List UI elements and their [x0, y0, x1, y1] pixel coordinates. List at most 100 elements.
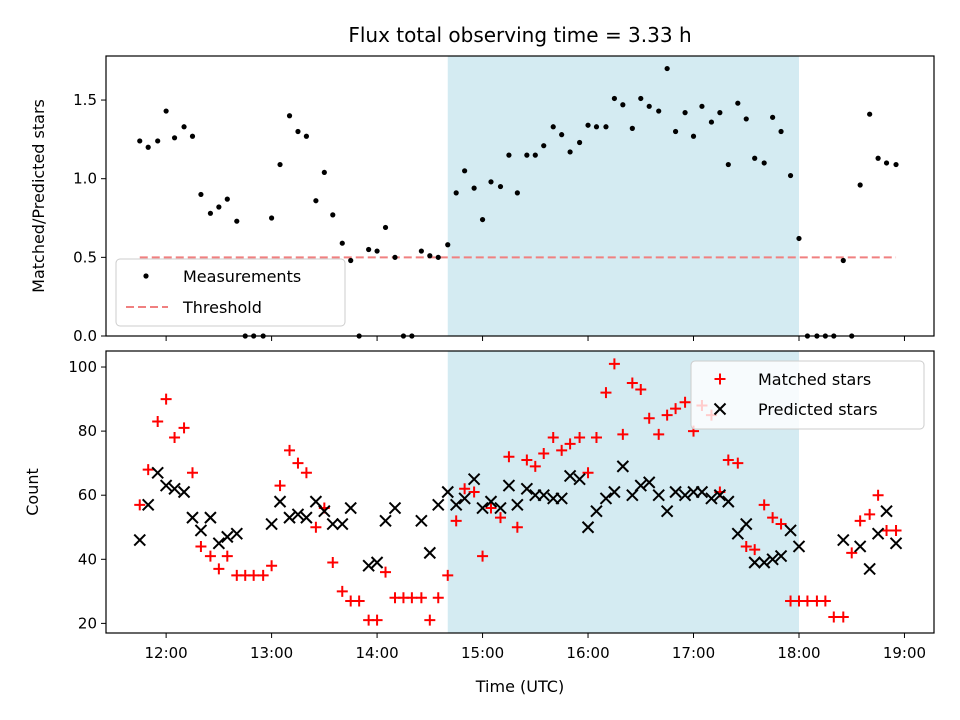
predicted-star-point: [748, 556, 761, 569]
x-tick-label: 17:00: [672, 644, 715, 662]
bottom-y-tick-label: 20: [78, 614, 97, 632]
top-panel: 0.0 0.5 1.0 1.5 Flux total observing time =…: [29, 23, 935, 345]
matched-star-point: [195, 540, 207, 552]
measurement-point: [145, 144, 151, 150]
matched-star-point: [494, 512, 506, 524]
predicted-star-point: [880, 505, 893, 518]
measurement-point: [778, 128, 784, 135]
measurement-point: [277, 161, 283, 168]
measurement-point: [875, 155, 881, 161]
measurement-point: [462, 168, 468, 174]
predicted-star-point: [344, 501, 357, 515]
measurement-point: [286, 113, 293, 119]
measurement-point: [224, 196, 230, 202]
measurement-point: [155, 138, 161, 144]
matched-star-point: [160, 393, 172, 405]
predicted-star-point: [722, 495, 735, 508]
matched-star-point: [574, 432, 586, 444]
predicted-star-point: [563, 469, 577, 483]
matched-star-point: [828, 611, 840, 623]
measurement-point: [646, 103, 652, 109]
predicted-star-point: [792, 540, 806, 553]
measurement-point: [761, 160, 767, 166]
measurement-point: [559, 132, 565, 138]
matched-star-point: [406, 592, 418, 604]
measurement-point: [893, 161, 899, 168]
measurement-point: [752, 155, 758, 161]
top-y-tick-label: 1.0: [73, 170, 97, 188]
predicted-star-point: [212, 537, 226, 550]
measurement-point: [321, 169, 327, 176]
measurement-point: [629, 125, 635, 131]
predicted-star-point: [713, 488, 727, 502]
top-y-tick-label: 1.5: [73, 91, 97, 109]
bottom-y-ticks: 20 40 60 80 100: [68, 358, 106, 632]
predicted-star-point: [168, 482, 181, 496]
x-tick-label: 19:00: [883, 644, 926, 662]
predicted-stars-layer: [133, 460, 903, 576]
predicted-star-point: [669, 485, 682, 499]
predicted-star-point: [660, 505, 674, 518]
measurement-point: [770, 114, 776, 120]
matched-star-point: [547, 432, 559, 444]
measurement-point: [883, 160, 890, 166]
matched-star-point: [661, 409, 673, 421]
predicted-star-point: [221, 530, 234, 544]
top-y-tick-label: 0.5: [73, 248, 97, 266]
predicted-star-point: [230, 527, 243, 540]
measurement-point: [567, 149, 573, 155]
matched-star-point: [582, 467, 594, 479]
predicted-star-point: [159, 479, 173, 492]
matched-star-point: [590, 432, 602, 444]
x-tick-label: 14:00: [355, 644, 398, 662]
measurement-point: [427, 253, 433, 259]
measurement-point: [313, 198, 319, 204]
measurement-point: [708, 119, 715, 125]
matched-star-point: [468, 486, 480, 498]
bottom-legend: Matched stars Predicted stars: [690, 360, 925, 430]
measurement-point: [418, 248, 424, 254]
matched-star-point: [740, 540, 752, 552]
measurement-point: [524, 152, 530, 158]
predicted-star-point: [177, 485, 191, 499]
bottom-axes-frame: [105, 350, 935, 634]
predicted-star-point: [757, 556, 771, 569]
matched-star-point: [819, 595, 831, 607]
matched-star-point: [152, 416, 164, 427]
matched-star-point: [477, 550, 489, 562]
predicted-star-point: [432, 498, 445, 512]
measurement-point: [664, 65, 670, 72]
measurement-point: [207, 210, 214, 216]
predicted-star-point: [204, 511, 217, 524]
bottom-y-tick-label: 100: [68, 358, 97, 376]
predicted-star-point: [186, 511, 199, 524]
matched-star-point: [564, 438, 576, 450]
top-x-ticks: [165, 336, 905, 341]
matched-star-point: [617, 428, 629, 440]
predicted-star-point: [318, 505, 331, 518]
matched-star-point: [178, 422, 190, 434]
measurement-point: [339, 240, 345, 246]
measurement-point: [269, 215, 275, 221]
bottom-panel: 20 40 60 80 100 12:00 13:00 14:00 15:00 16:00 17:…: [23, 350, 935, 696]
predicted-star-point: [151, 466, 164, 479]
measurement-point: [735, 100, 741, 106]
matched-star-point: [600, 387, 612, 399]
measurement-point: [682, 110, 688, 116]
matched-star-point: [511, 521, 523, 533]
matched-star-point: [248, 569, 260, 581]
predicted-star-point: [652, 488, 665, 502]
measurement-point: [216, 204, 222, 210]
predicted-star-point: [336, 517, 349, 531]
predicted-star-point: [695, 485, 709, 499]
measurement-point: [656, 108, 662, 114]
x-tick-label: 18:00: [777, 644, 820, 662]
bottom-y-axis-label: Count: [23, 468, 42, 516]
measurement-point: [189, 133, 196, 139]
matched-star-point: [371, 614, 383, 626]
measurement-point: [382, 224, 389, 231]
matched-star-point: [310, 521, 322, 533]
predicted-star-point: [133, 533, 146, 547]
measurement-point: [497, 183, 504, 190]
measurement-point: [198, 191, 204, 198]
